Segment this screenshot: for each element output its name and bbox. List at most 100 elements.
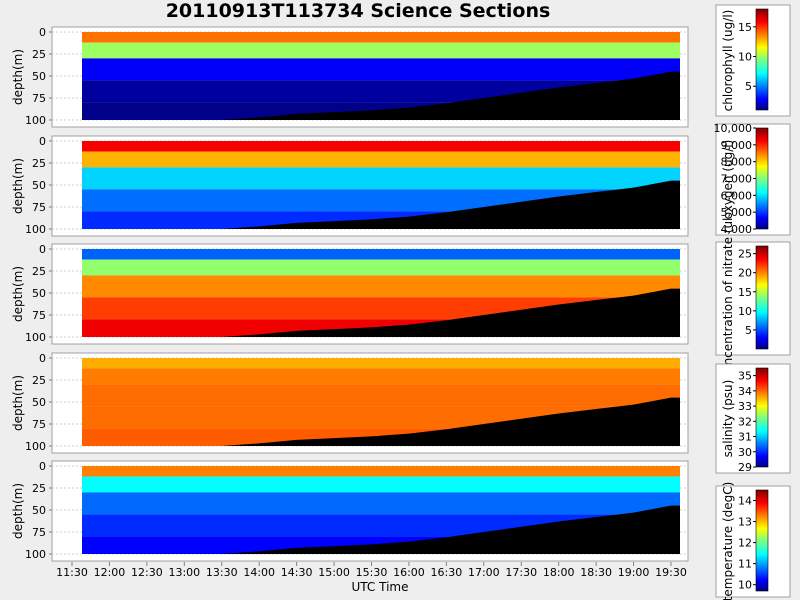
x-tick-label: 12:00 [94, 566, 126, 579]
colorbar-tick-label: 11 [738, 558, 752, 571]
colorbar-frame [715, 485, 791, 598]
colorbar-label: concentration of nitrate (ul [721, 218, 735, 380]
x-tick-label: 11:30 [56, 566, 88, 579]
y-tick-label: 50 [32, 179, 46, 192]
y-tick-label: 25 [32, 374, 46, 387]
heatmap-band [82, 275, 680, 298]
y-tick-label: 0 [39, 243, 46, 256]
colorbar-frame [715, 4, 791, 117]
y-tick-label: 0 [39, 352, 46, 365]
x-axis-label: UTC Time [352, 580, 409, 594]
colorbar-tick-label: 31 [738, 431, 752, 444]
colorbar-tick-label: 34 [738, 385, 752, 398]
colorbar-tick-label: 5 [745, 80, 752, 93]
y-tick-label: 75 [32, 526, 46, 539]
y-tick-label: 100 [25, 114, 46, 127]
colorbar-tick-label: 33 [738, 400, 752, 413]
y-tick-label: 0 [39, 460, 46, 473]
colorbar-gradient [755, 245, 769, 350]
heatmap-band [82, 141, 680, 152]
heatmap-band [82, 384, 680, 407]
colorbar-tick-label: 25 [738, 248, 752, 261]
colorbar-tick-label: 7,000 [721, 173, 753, 186]
y-axis-label: depth(m) [11, 375, 25, 431]
colorbar-frame [715, 241, 791, 356]
x-tick-label: 19:30 [655, 566, 687, 579]
y-tick-label: 50 [32, 504, 46, 517]
colorbar-label: salinity (psu) [721, 380, 735, 458]
x-tick-label: 17:30 [505, 566, 537, 579]
x-tick-label: 14:00 [243, 566, 275, 579]
colorbar-tick-label: 15 [738, 21, 752, 34]
y-axis-label: depth(m) [11, 483, 25, 539]
colorbar-gradient [755, 127, 769, 230]
colorbar-gradient [755, 8, 769, 111]
colorbar-tick-label: 30 [738, 446, 752, 459]
colorbar-2: 4,000 5,000 6,000 7,000 8,000 9,000 10,000 oxyg… [714, 122, 791, 236]
heatmap-band [82, 476, 680, 493]
y-axis-label: depth(m) [11, 266, 25, 322]
heatmap-band [82, 358, 680, 369]
colorbar-tick-label: 4,000 [721, 223, 753, 236]
colorbar-gradient [755, 367, 769, 468]
x-tick-label: 16:30 [431, 566, 463, 579]
colorbar-tick-label: 12 [738, 537, 752, 550]
y-axis-label: depth(m) [11, 158, 25, 214]
colorbar-tick-label: 32 [738, 415, 752, 428]
y-tick-label: 75 [32, 201, 46, 214]
y-tick-label: 100 [25, 440, 46, 453]
y-tick-label: 100 [25, 331, 46, 344]
colorbar-tick-label: 14 [738, 495, 752, 508]
y-tick-label: 75 [32, 92, 46, 105]
section-panel-3: 0255075100depth(m)510152025concentration… [11, 218, 791, 380]
colorbar-label: chlorophyll (ug/l) [721, 10, 735, 112]
y-axis-label: depth(m) [11, 49, 25, 105]
colorbar-frame [715, 123, 791, 236]
colorbar-tick-label: 5 [745, 324, 752, 337]
y-tick-label: 0 [39, 26, 46, 39]
y-tick-label: 50 [32, 70, 46, 83]
colorbar-frame [715, 363, 791, 474]
y-tick-label: 100 [25, 223, 46, 236]
seabed-mask [221, 505, 680, 554]
y-tick-label: 25 [32, 48, 46, 61]
heatmap-band [82, 259, 680, 276]
heatmap-band [82, 58, 680, 81]
colorbar-label: temperature (degC) [721, 482, 735, 600]
seabed-mask [221, 71, 680, 120]
x-tick-label: 15:00 [318, 566, 350, 579]
chart-title: 20110913T113734 Science Sections [165, 0, 551, 22]
colorbar-tick-label: 8,000 [721, 156, 753, 169]
x-tick-label: 13:30 [206, 566, 238, 579]
colorbar-tick-label: 6,000 [721, 189, 753, 202]
x-tick-label: 12:30 [131, 566, 163, 579]
heatmap-band [82, 249, 680, 260]
x-tick-label: 18:30 [580, 566, 612, 579]
x-tick-label: 19:00 [618, 566, 650, 579]
y-tick-label: 50 [32, 287, 46, 300]
heatmap-band [82, 167, 680, 190]
x-tick-label: 18:00 [543, 566, 575, 579]
x-tick-label: 14:30 [281, 566, 313, 579]
seabed-mask [221, 180, 680, 229]
colorbar-tick-label: 9,000 [721, 139, 753, 152]
x-tick-label: 17:00 [468, 566, 500, 579]
y-tick-label: 75 [32, 418, 46, 431]
heatmap-band [82, 151, 680, 168]
colorbar-tick-label: 5,000 [721, 206, 753, 219]
colorbar-tick-label: 20 [738, 267, 752, 280]
colorbar-tick-label: 29 [738, 461, 752, 474]
seabed-mask [221, 397, 680, 446]
colorbar-tick-label: 10,000 [714, 122, 753, 135]
x-tick-label: 13:00 [168, 566, 200, 579]
colorbar-label: oxygen (ug/l) [721, 140, 735, 220]
colorbar-tick-label: 13 [738, 516, 752, 529]
heatmap-band [82, 492, 680, 515]
y-tick-label: 100 [25, 548, 46, 561]
